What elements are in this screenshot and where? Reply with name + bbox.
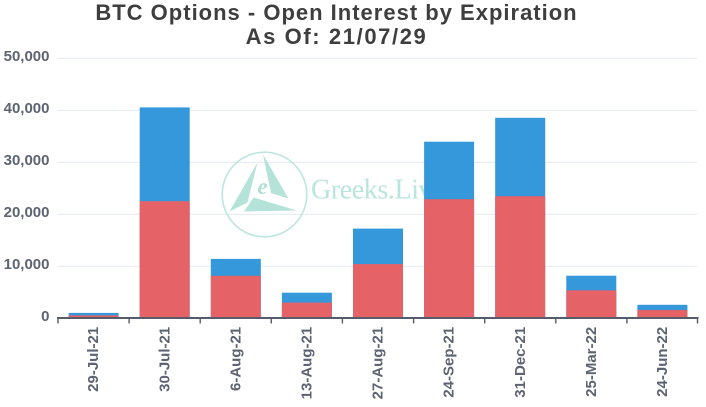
svg-text:24-Sep-21: 24-Sep-21 — [441, 327, 458, 398]
svg-text:0: 0 — [41, 308, 49, 325]
svg-text:24-Jun-22: 24-Jun-22 — [654, 327, 671, 397]
svg-text:25-Mar-22: 25-Mar-22 — [583, 327, 600, 397]
svg-text:10,000: 10,000 — [4, 256, 50, 273]
svg-text:e: e — [257, 174, 267, 199]
svg-text:13-Aug-21: 13-Aug-21 — [299, 327, 316, 400]
svg-text:20,000: 20,000 — [4, 204, 50, 221]
svg-text:30-Jul-21: 30-Jul-21 — [156, 327, 173, 392]
svg-text:As Of: 21/07/29: As Of: 21/07/29 — [246, 24, 428, 49]
svg-text:BTC Options - Open Interest by: BTC Options - Open Interest by Expiratio… — [95, 0, 577, 25]
svg-text:31-Dec-21: 31-Dec-21 — [512, 327, 529, 398]
svg-text:29-Jul-21: 29-Jul-21 — [85, 327, 102, 392]
svg-text:40,000: 40,000 — [4, 100, 50, 117]
svg-text:6-Aug-21: 6-Aug-21 — [227, 327, 244, 391]
svg-text:30,000: 30,000 — [4, 152, 50, 169]
svg-text:50,000: 50,000 — [4, 48, 50, 65]
svg-text:Greeks.Live: Greeks.Live — [311, 174, 444, 205]
svg-text:27-Aug-21: 27-Aug-21 — [370, 327, 387, 400]
